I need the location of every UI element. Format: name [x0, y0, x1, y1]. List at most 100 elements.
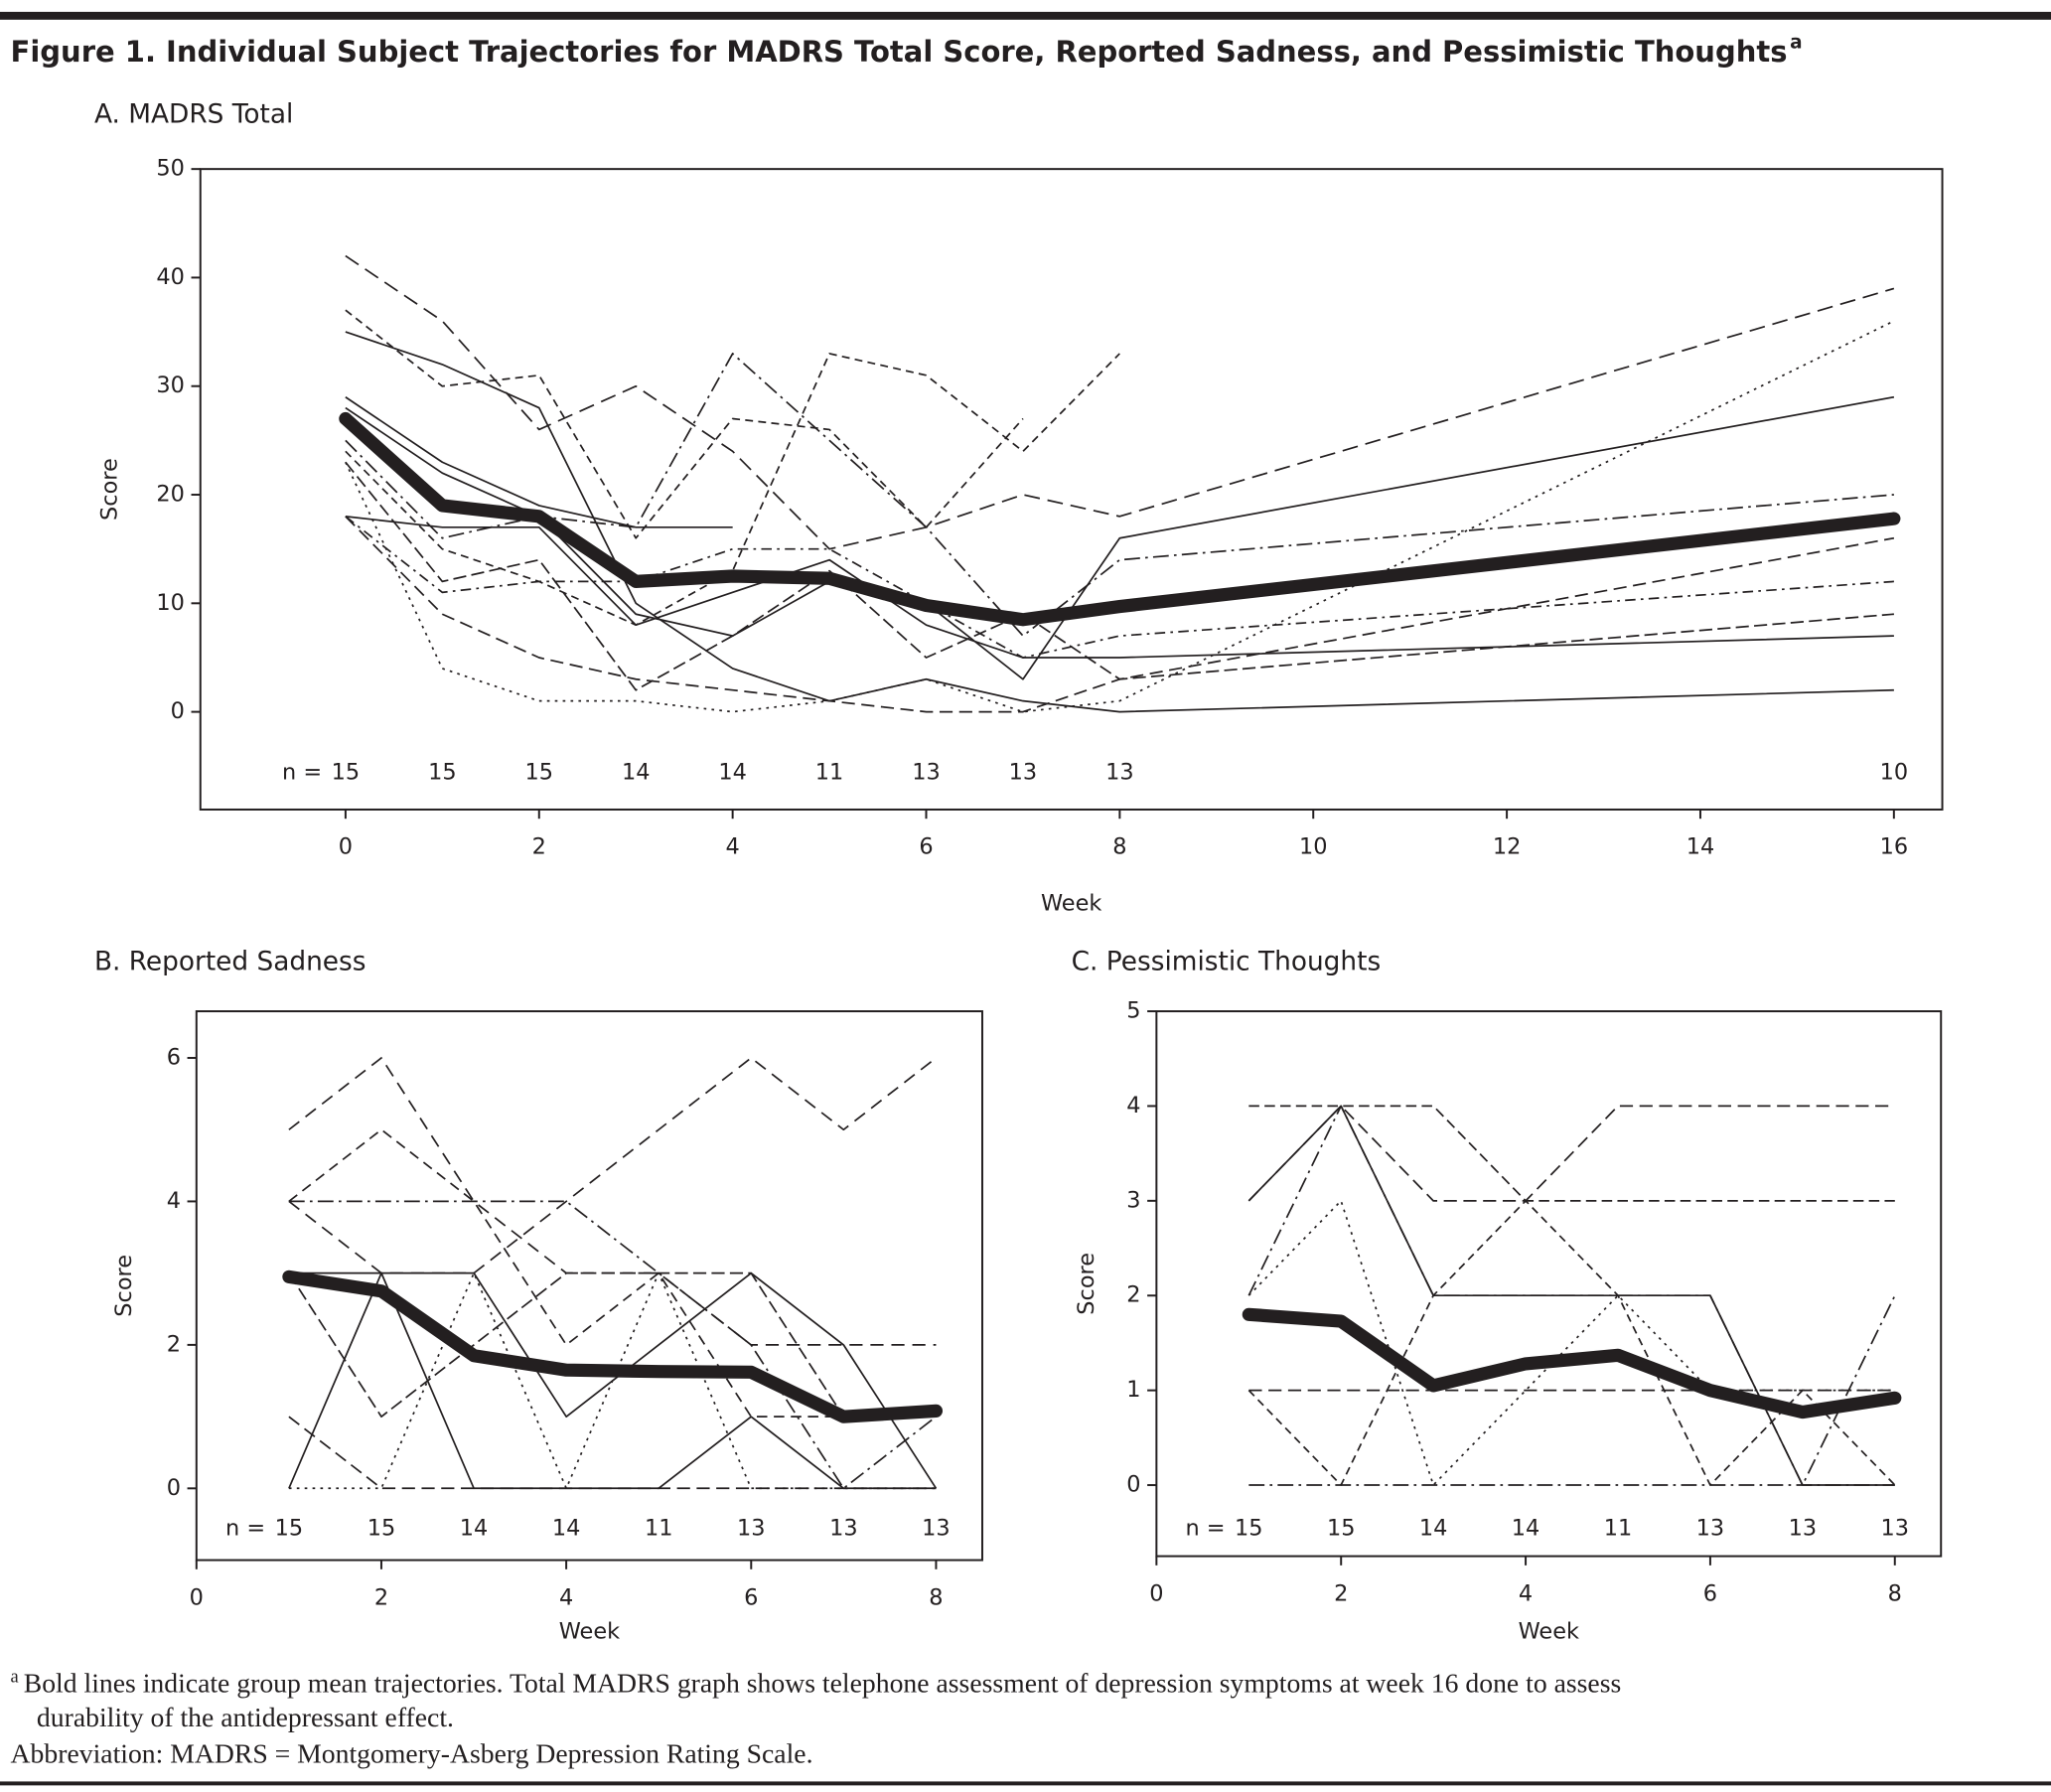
- n-count: 15: [332, 760, 361, 786]
- y-tick-label: 2: [167, 1331, 181, 1357]
- y-tick-label: 0: [171, 698, 185, 724]
- subject-line: [345, 353, 1894, 637]
- plot-frame: [1155, 1010, 1943, 1558]
- y-tick-label: 40: [156, 264, 185, 290]
- x-tick-label: 4: [1519, 1580, 1533, 1606]
- y-axis-label: Score: [96, 458, 122, 521]
- x-tick-label: 0: [190, 1584, 204, 1610]
- y-tick-label: 20: [156, 482, 185, 508]
- subject-line: [1247, 1199, 1896, 1486]
- subject-line: [288, 1128, 937, 1419]
- footnote: durability of the antidepressant effect.: [37, 1702, 454, 1732]
- bottom-rule: [0, 1781, 2051, 1786]
- x-tick-label: 16: [1880, 834, 1909, 860]
- n-count: 11: [645, 1515, 673, 1541]
- subject-line: [1248, 1105, 1895, 1202]
- subject-line: [345, 353, 1120, 627]
- y-axis-label: Score: [1074, 1253, 1099, 1315]
- x-tick-label: 0: [1149, 1580, 1163, 1606]
- x-tick-label: 6: [919, 834, 933, 860]
- n-count: 11: [1604, 1515, 1633, 1541]
- x-tick-label: 6: [1703, 1580, 1717, 1606]
- n-count: 14: [552, 1515, 581, 1541]
- plot-frame: [199, 168, 1944, 811]
- panel-title: A. MADRS Total: [94, 100, 293, 130]
- plot-frame: [195, 1010, 983, 1562]
- x-tick-label: 8: [1888, 1580, 1902, 1606]
- n-count: 14: [460, 1515, 489, 1541]
- y-axis-label: Score: [111, 1255, 137, 1317]
- subject-line: [288, 1271, 937, 1419]
- y-tick-label: 0: [167, 1475, 181, 1501]
- subject-line: [288, 1200, 937, 1490]
- x-tick-label: 2: [374, 1584, 388, 1610]
- n-count: 13: [737, 1515, 766, 1541]
- x-tick-label: 0: [339, 834, 353, 860]
- n-count: 13: [1696, 1515, 1725, 1541]
- y-tick-label: 3: [1126, 1187, 1140, 1213]
- n-label: n =: [282, 760, 322, 786]
- subject-line: [1247, 1199, 1895, 1486]
- n-count: 14: [718, 760, 747, 786]
- x-tick-label: 14: [1686, 834, 1715, 860]
- panel-title: B. Reported Sadness: [94, 948, 366, 977]
- x-axis-label: Week: [1519, 1619, 1579, 1645]
- y-tick-label: 5: [1126, 998, 1140, 1024]
- n-count: 13: [1881, 1515, 1910, 1541]
- n-count: 13: [912, 760, 941, 786]
- subject-line: [345, 309, 1024, 539]
- top-rule: [0, 11, 2051, 20]
- n-count: 14: [622, 760, 651, 786]
- n-count: 15: [525, 760, 554, 786]
- figure-title: Figure 1. Individual Subject Trajectorie…: [11, 35, 1788, 69]
- mean-line: [282, 1269, 944, 1423]
- mean-line: [1242, 1307, 1902, 1419]
- y-tick-label: 50: [156, 156, 185, 182]
- x-axis-label: Week: [1041, 890, 1101, 916]
- mean-line: [339, 411, 1901, 627]
- subject-line: [1247, 1105, 1895, 1202]
- x-tick-label: 2: [1334, 1580, 1348, 1606]
- n-count: 13: [1105, 760, 1134, 786]
- x-tick-label: 4: [559, 1584, 573, 1610]
- subject-line: [1247, 1105, 1896, 1486]
- n-count: 14: [1512, 1515, 1540, 1541]
- footnote-mark: a: [11, 1666, 19, 1686]
- subject-line: [288, 1271, 938, 1489]
- y-tick-label: 10: [156, 590, 185, 616]
- n-label: n =: [225, 1515, 265, 1541]
- x-tick-label: 10: [1299, 834, 1328, 860]
- y-tick-label: 1: [1126, 1377, 1140, 1403]
- panel-title: C. Pessimistic Thoughts: [1072, 948, 1382, 977]
- subject-line: [288, 1057, 937, 1274]
- x-axis-label: Week: [559, 1619, 620, 1645]
- n-count: 14: [1419, 1515, 1448, 1541]
- n-count: 10: [1880, 760, 1909, 786]
- abbreviation: Abbreviation: MADRS = Montgomery-Asberg …: [11, 1738, 813, 1769]
- subject-line: [345, 331, 1894, 713]
- y-tick-label: 2: [1126, 1282, 1140, 1308]
- n-count: 11: [815, 760, 844, 786]
- n-count: 15: [1327, 1515, 1356, 1541]
- n-count: 15: [1235, 1515, 1263, 1541]
- n-count: 13: [922, 1515, 951, 1541]
- title-mark: a: [1790, 33, 1802, 54]
- n-count: 15: [428, 760, 457, 786]
- y-tick-label: 4: [1126, 1093, 1140, 1119]
- x-tick-label: 2: [532, 834, 546, 860]
- footnote: Bold lines indicate group mean trajector…: [24, 1668, 1622, 1699]
- subject-line: [345, 396, 733, 528]
- x-tick-label: 12: [1493, 834, 1522, 860]
- y-tick-label: 0: [1126, 1472, 1140, 1498]
- n-label: n =: [1185, 1515, 1225, 1541]
- y-tick-label: 6: [167, 1044, 181, 1070]
- x-tick-label: 8: [1112, 834, 1126, 860]
- y-tick-label: 30: [156, 373, 185, 398]
- n-count: 15: [367, 1515, 396, 1541]
- n-count: 13: [1789, 1515, 1818, 1541]
- n-count: 13: [1009, 760, 1038, 786]
- subject-line: [345, 254, 1895, 550]
- n-count: 13: [829, 1515, 858, 1541]
- subject-line: [345, 461, 1894, 691]
